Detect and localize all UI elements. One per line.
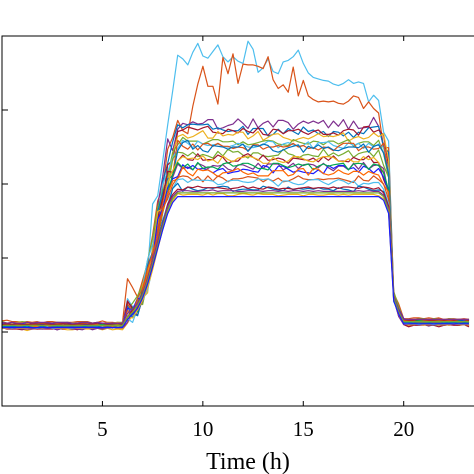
x-tick-label-10: 10 <box>192 417 213 441</box>
series-line-16 <box>1 161 470 327</box>
series-line-15 <box>2 164 470 326</box>
series-line-10 <box>2 148 470 328</box>
series-layer <box>1 40 470 332</box>
series-line-1 <box>1 40 470 329</box>
axes-layer: 5 10 15 20 <box>1 35 474 441</box>
series-line-3 <box>1 116 470 331</box>
series-line-13 <box>1 155 470 325</box>
x-axis-label: Time (h) <box>206 449 290 474</box>
x-tick-label-15: 15 <box>293 417 314 441</box>
axes-frame <box>1 35 474 407</box>
series-line-5 <box>1 125 470 327</box>
series-line-4 <box>1 123 470 328</box>
x-tick-label-20: 20 <box>393 417 414 441</box>
series-line-25 <box>2 196 469 329</box>
x-tick-label-5: 5 <box>97 417 108 441</box>
